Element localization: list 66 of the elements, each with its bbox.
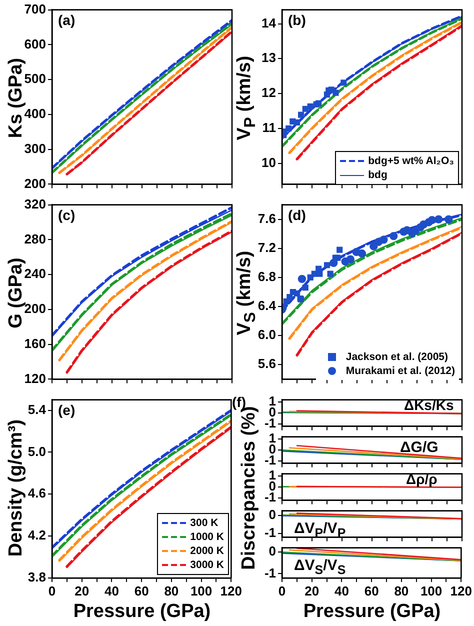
annotation: ΔG/G (400, 439, 438, 456)
y-tick-label: 10 (262, 154, 276, 170)
x-axis-title: Pressure (GPa) (303, 601, 441, 622)
x-tick-label: 120 (450, 583, 472, 598)
y-tick-label: 0 (268, 506, 276, 522)
annotation: (d) (288, 207, 306, 223)
y-tick-label: 280 (24, 231, 46, 246)
x-tick-label: 80 (164, 583, 179, 598)
y-tick-label: 14 (262, 15, 277, 30)
y-tick-label: 5.6 (258, 356, 276, 372)
x-tick-label: 60 (364, 583, 379, 598)
y-tick-label: 160 (24, 336, 46, 351)
x-tick-label: 40 (104, 583, 119, 598)
y-tick-label: 0 (268, 544, 276, 559)
legend-label: Jackson et al. (2005) (346, 351, 448, 363)
y-tick-label: 6.0 (258, 327, 276, 342)
x-tick-label: 100 (190, 583, 212, 598)
annotation: Δρ/ρ (406, 471, 438, 487)
legend-label: 3000 K (190, 559, 224, 571)
legend-label: 300 K (190, 517, 218, 529)
x-tick-label: 20 (74, 583, 90, 598)
y-tick-label: 600 (24, 36, 46, 52)
y-tick-label: 6.4 (258, 298, 277, 314)
x-tick-label: 60 (134, 583, 149, 598)
y-tick-label: 200 (24, 301, 46, 316)
x-axis-title: Pressure (GPa) (73, 601, 211, 622)
legend-label: 2000 K (190, 545, 224, 557)
annotation: ΔV$_{S}$/V$_{S}$ (294, 557, 346, 577)
y-axis-title: Density (g/cm³) (6, 419, 26, 557)
y-tick-label: 300 (24, 140, 46, 156)
x-tick-label: 120 (220, 583, 242, 598)
legend-label: bdg (368, 169, 388, 181)
legend-label: Murakami et al. (2012) (346, 365, 455, 377)
annotation: ΔV$_{P}$/V$_{P}$ (294, 520, 346, 540)
y-tick-label: 700 (24, 1, 46, 16)
legend-label: bdg+5 wt% Al₂O₃ (368, 155, 454, 167)
x-tick-label: 80 (394, 583, 409, 598)
y-tick-label: -1 (264, 565, 276, 580)
x-tick-label: 20 (304, 583, 320, 598)
y-tick-label: 400 (24, 106, 46, 122)
annotation: (b) (288, 12, 306, 28)
y-tick-label: -1 (264, 525, 276, 540)
legend-label: 1000 K (190, 531, 224, 543)
y-tick-label: 7.6 (258, 210, 276, 226)
y-tick-label: 120 (24, 370, 46, 386)
y-tick-label: 200 (24, 176, 46, 191)
y-tick-label: 7.2 (258, 240, 276, 255)
annotation: (a) (58, 12, 76, 28)
y-tick-label: 5.4 (28, 402, 47, 417)
y-tick-label: 3.8 (28, 570, 46, 585)
y-tick-label: 500 (24, 71, 46, 86)
y-tick-label: 320 (24, 196, 46, 212)
annotation: (c) (58, 207, 76, 223)
y-tick-label: 11 (262, 120, 276, 135)
y-tick-label: 4.2 (28, 528, 46, 543)
y-tick-label: 5.0 (28, 444, 46, 459)
y-tick-label: 6.8 (258, 269, 276, 284)
y-tick-label: 4.6 (28, 486, 46, 501)
x-tick-label: 0 (48, 583, 56, 598)
annotation: (e) (58, 402, 76, 418)
y-tick-label: 240 (24, 266, 46, 282)
x-tick-label: 40 (334, 583, 349, 598)
annotation: ΔKs/Ks (404, 397, 454, 413)
y-tick-label: 12 (262, 85, 276, 100)
y-tick-label: 13 (262, 50, 276, 66)
x-tick-label: 100 (420, 583, 442, 598)
